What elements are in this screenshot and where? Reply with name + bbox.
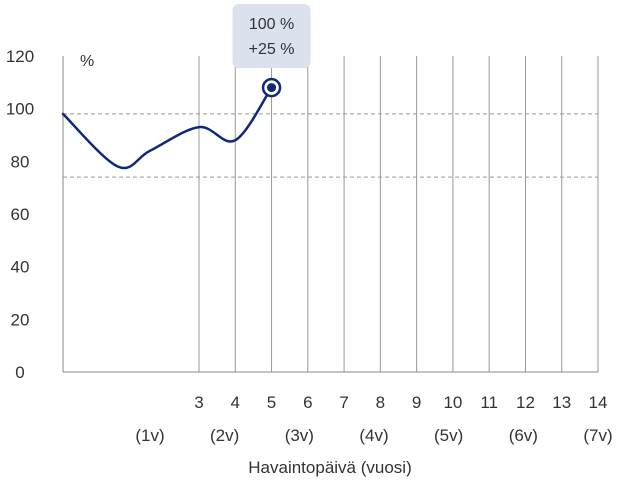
highlight-point (261, 77, 282, 98)
y-axis-label: % (80, 53, 94, 70)
y-tick-label-20: 20 (11, 310, 30, 329)
reference-lines (63, 113, 598, 178)
series-line (61, 86, 273, 170)
y-tick-label-80: 80 (11, 152, 30, 171)
year-label-3: (3v) (285, 426, 314, 445)
y-tick-label-60: 60 (11, 205, 30, 224)
y-tick-label-40: 40 (11, 258, 30, 277)
x-tick-label-7: 7 (339, 393, 348, 412)
annotation-background (232, 4, 311, 68)
x-tick-label-4: 4 (231, 393, 240, 412)
x-tick-label-9: 9 (412, 393, 421, 412)
year-labels: (1v) (2v) (3v) (4v) (5v) (6v) (7v) (135, 426, 612, 445)
annotation-line-2: +25 % (249, 41, 295, 58)
annotation-line-1: 100 % (249, 16, 294, 33)
annotation-badge: 100 % +25 % (232, 4, 311, 68)
year-label-2: (2v) (210, 426, 239, 445)
y-tick-label-120: 120 (6, 47, 34, 66)
x-tick-label-11: 11 (480, 393, 498, 412)
year-label-7: (7v) (583, 426, 612, 445)
x-tick-label-5: 5 (267, 393, 276, 412)
y-tick-label-100: 100 (6, 100, 34, 119)
year-label-4: (4v) (359, 426, 388, 445)
marker-dot (267, 83, 277, 93)
year-label-6: (6v) (509, 426, 538, 445)
x-axis-label: Havaintopäivä (vuosi) (248, 458, 411, 477)
x-tick-label-13: 13 (552, 393, 571, 412)
y-tick-labels: 0 20 40 60 80 100 120 (6, 47, 34, 382)
year-label-1: (1v) (135, 426, 164, 445)
x-tick-labels: 3 4 5 6 7 8 9 10 11 12 13 14 (194, 393, 607, 412)
x-tick-label-12: 12 (516, 393, 535, 412)
y-tick-label-0: 0 (15, 363, 24, 382)
vertical-gridlines (198, 56, 599, 372)
x-tick-label-6: 6 (303, 393, 312, 412)
x-tick-label-14: 14 (589, 393, 608, 412)
year-label-5: (5v) (434, 426, 463, 445)
x-tick-label-10: 10 (443, 393, 462, 412)
x-tick-label-3: 3 (194, 393, 203, 412)
x-tick-label-8: 8 (376, 393, 385, 412)
